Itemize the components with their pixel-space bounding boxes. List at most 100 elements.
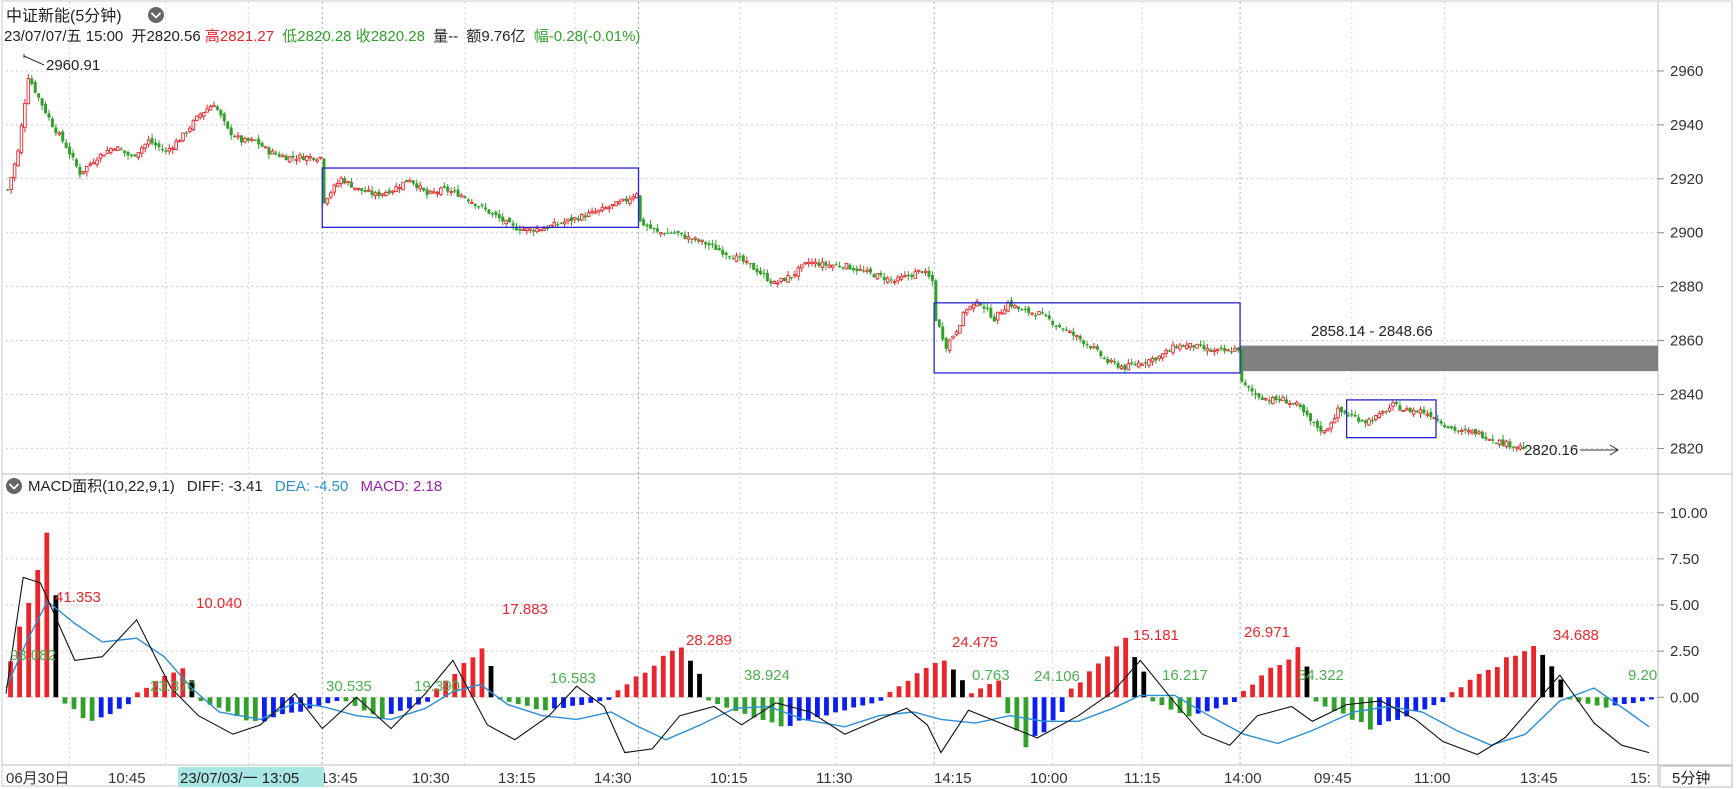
price-annotations: 2960.91 2820.16 2858.14 - 2848.66 [23, 54, 1619, 459]
candle [1511, 445, 1515, 452]
candle [1494, 442, 1498, 445]
candle [446, 184, 450, 196]
candle [813, 258, 818, 268]
candle [195, 115, 199, 122]
candle [1291, 403, 1295, 406]
candle [1061, 327, 1065, 333]
macd-area-label: 24.475 [952, 634, 998, 651]
candle [1302, 403, 1306, 417]
macd-bar [1005, 697, 1011, 714]
volume-value: -- [448, 28, 458, 45]
candle [610, 203, 615, 210]
candle [1102, 355, 1106, 360]
macd-bar [697, 673, 702, 698]
candle [1034, 312, 1038, 320]
candle [1353, 410, 1357, 417]
candle [1030, 312, 1034, 316]
low-marker-icon [1580, 444, 1619, 456]
indicator-dropdown-icon[interactable] [6, 478, 22, 494]
candle [806, 258, 811, 268]
candle [305, 155, 309, 166]
candle [690, 238, 694, 245]
candle [600, 203, 605, 213]
candle [1487, 438, 1492, 441]
high-marker-icon [23, 54, 45, 66]
macd-bar [887, 691, 893, 698]
macd-bar [1295, 647, 1301, 698]
candle [129, 153, 133, 158]
macd-bar [1313, 697, 1319, 702]
amount-label: 额 [466, 28, 481, 45]
candle [428, 190, 433, 195]
candle [669, 231, 673, 234]
candle [50, 116, 54, 128]
candle [504, 219, 508, 227]
consolidation-box [933, 302, 1241, 374]
candle [212, 101, 216, 108]
time-tick-label: 14:15 [934, 770, 972, 787]
macd-bar [896, 686, 902, 698]
candle [19, 122, 24, 155]
period-button[interactable]: 5分钟 [1659, 765, 1733, 788]
candle [958, 325, 962, 334]
close-label: 收 [356, 28, 371, 45]
candle [1497, 439, 1502, 448]
dea-label: DEA: -4.50 [275, 478, 348, 495]
candle [1233, 344, 1237, 352]
candle [1470, 428, 1474, 436]
macd-bar [479, 648, 485, 698]
candle [47, 109, 51, 121]
candle [1453, 424, 1457, 434]
candle [12, 162, 17, 182]
candle [88, 161, 92, 168]
macd-bar [1621, 697, 1627, 704]
candle [1099, 349, 1103, 359]
candle [1418, 406, 1423, 418]
candle [1027, 305, 1031, 317]
candle [937, 318, 941, 329]
candle [542, 225, 546, 232]
candle [1205, 343, 1210, 356]
candle [1068, 329, 1072, 334]
candle [518, 224, 522, 235]
macd-header: MACD面积(10,22,9,1) DIFF: -3.41 DEA: -4.50… [6, 478, 442, 495]
volume-label: 量 [433, 28, 448, 45]
candle [243, 136, 247, 144]
macd-bar [44, 532, 50, 698]
candle [1346, 411, 1350, 417]
candle [841, 266, 845, 271]
candle [1037, 311, 1041, 316]
candle [109, 147, 113, 155]
candle [889, 276, 893, 285]
macd-bar [434, 688, 440, 698]
candle [1236, 347, 1240, 353]
macd-bar [1603, 697, 1609, 708]
macd-bar [1114, 646, 1119, 698]
low-annotation: 2820.16 [1524, 442, 1578, 459]
candle [456, 184, 460, 198]
candle [33, 79, 37, 94]
candle [995, 311, 1000, 325]
cursor-time-label: 23/07/03/一 13:05 [180, 770, 299, 787]
candle [1398, 401, 1402, 411]
dropdown-icon[interactable] [148, 7, 164, 23]
candle [188, 125, 192, 134]
macd-bar [1032, 697, 1038, 736]
macd-bar [80, 697, 86, 718]
price-gap [1240, 345, 1658, 372]
candle [717, 244, 721, 251]
macd-bar [261, 697, 267, 722]
candle [1298, 403, 1302, 410]
candle [1295, 400, 1299, 407]
macd-bar [135, 692, 140, 698]
candle [1284, 395, 1288, 404]
macd-bar [1485, 669, 1491, 698]
candle [1095, 343, 1099, 352]
candle [838, 261, 842, 268]
candle [1309, 412, 1313, 426]
candle [961, 310, 966, 327]
macd-bar [1204, 697, 1210, 712]
candle [1449, 425, 1453, 430]
